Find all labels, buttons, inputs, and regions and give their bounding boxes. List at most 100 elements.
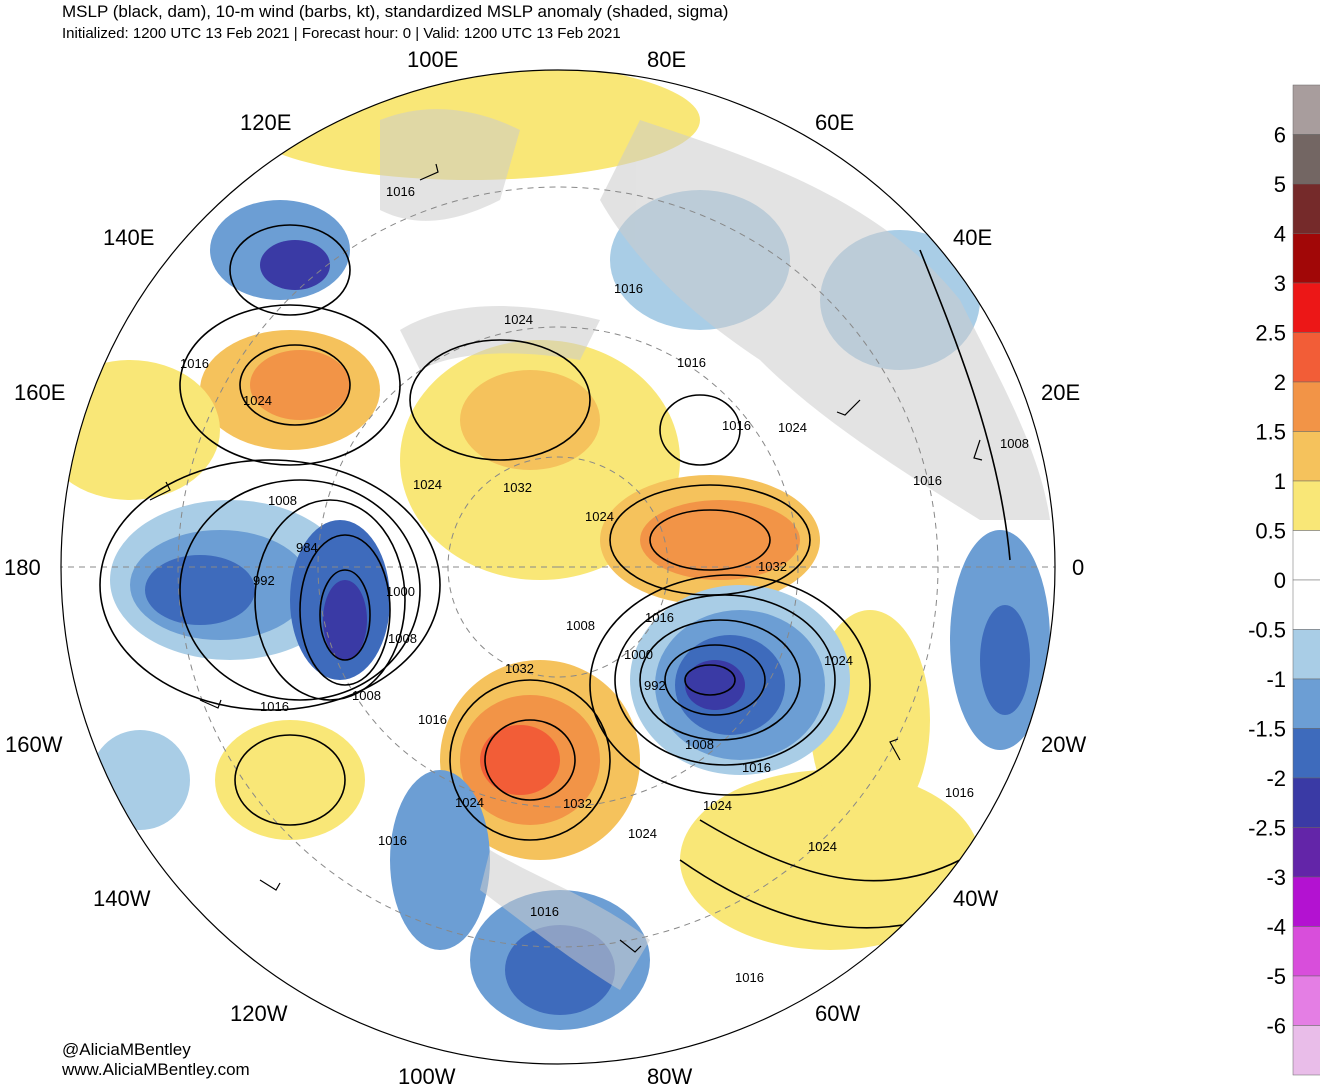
colorbar-swatch: [1292, 926, 1320, 977]
longitude-label: 60E: [815, 110, 854, 135]
negative-anomaly-band: [390, 770, 490, 950]
colorbar-tick-label: 6: [1274, 123, 1286, 148]
isobar-label: 1016: [742, 760, 771, 775]
colorbar-swatch: [1292, 1025, 1320, 1076]
colorbar-tick-label: -1: [1266, 667, 1286, 692]
isobar-contour: [659, 394, 741, 466]
positive-anomaly-band: [460, 370, 600, 470]
isobar-label: 1024: [585, 509, 614, 524]
wind-barb: [199, 699, 222, 709]
isobar-contour: [179, 479, 421, 701]
positive-anomaly-band: [61, 360, 220, 500]
land-polygon: [480, 850, 650, 990]
colorbar-swatch: [1292, 827, 1320, 878]
isobar-label: 1016: [386, 184, 415, 199]
colorbar-swatch: [1292, 282, 1320, 333]
isobar-label: 1008: [352, 688, 381, 703]
longitude-label: 160E: [14, 380, 65, 405]
isobar-label: 1024: [808, 839, 837, 854]
colorbar-swatch: [1292, 84, 1320, 135]
colorbar-tick-label: 4: [1274, 222, 1286, 247]
isobar-label: 1008: [685, 737, 714, 752]
colorbar-tick-label: 5: [1274, 172, 1286, 197]
longitude-label: 80W: [647, 1064, 692, 1086]
colorbar-swatch: [1292, 233, 1320, 284]
colorbar-swatch: [1292, 777, 1320, 828]
isobar-contour: [609, 484, 811, 596]
isobar-label: 1032: [563, 796, 592, 811]
isobar-label: 1000: [386, 584, 415, 599]
isobar-label: 1024: [413, 477, 442, 492]
isobar-contour: [229, 224, 351, 316]
longitude-label: 120W: [230, 1001, 288, 1026]
longitude-label: 0: [1072, 555, 1084, 580]
wind-barb: [259, 879, 281, 891]
colorbar-swatch: [1292, 678, 1320, 729]
colorbar-swatch: [1292, 629, 1320, 680]
wind-barb: [419, 163, 439, 181]
isobar-contour: [484, 719, 576, 801]
colorbar-tick-label: 0: [1274, 568, 1286, 593]
isobar-label: 1024: [243, 393, 272, 408]
isobar-contour: [449, 679, 611, 841]
wind-barb: [889, 738, 901, 761]
chart-title: MSLP (black, dam), 10-m wind (barbs, kt)…: [62, 2, 729, 21]
isobar-label: 1024: [628, 826, 657, 841]
colorbar-swatch: [1292, 134, 1320, 185]
colorbar-tick-label: -2: [1266, 766, 1286, 791]
isobar-contour: [319, 569, 371, 661]
colorbar-tick-label: -4: [1266, 915, 1286, 940]
colorbar-tick-label: -0.5: [1248, 618, 1286, 643]
isobar-label: 1008: [268, 493, 297, 508]
wind-barbs: [149, 163, 983, 953]
isobar-contour: [99, 459, 441, 711]
isobars: [99, 224, 1011, 929]
isobar-label: 1032: [505, 661, 534, 676]
wind-barb: [149, 481, 171, 501]
positive-anomaly-band: [640, 500, 800, 580]
colorbar-swatch: [1292, 431, 1320, 482]
colorbar-tick-label: 0.5: [1255, 519, 1286, 544]
isobar-label: 992: [644, 678, 666, 693]
colorbar-swatch: [1292, 530, 1320, 581]
isobar-label: 1016: [735, 970, 764, 985]
colorbar-swatch: [1292, 728, 1320, 779]
colorbar-ticks: 6 5 4 3 2.5 2 1.5 1 0.5 0 -0.5 -1 -1.5 -2 -2.5 -3 -4 -5 -6: [1248, 123, 1286, 1039]
colorbar-tick-label: -6: [1266, 1014, 1286, 1039]
isobar-contour: [239, 344, 351, 426]
isobar-contour: [409, 339, 591, 461]
colorbar-swatch: [1292, 480, 1320, 531]
isobar-label: 1024: [778, 420, 807, 435]
negative-anomaly-band: [90, 730, 190, 830]
author-handle: @AliciaMBentley: [62, 1040, 191, 1059]
isobar-label: 1016: [260, 699, 289, 714]
isobar-contour: [919, 249, 1011, 561]
wind-barb: [973, 439, 983, 461]
colorbar-tick-label: 2: [1274, 370, 1286, 395]
isobar-label: 1008: [388, 631, 417, 646]
wind-barb: [836, 399, 861, 416]
isobar-label: 1008: [566, 618, 595, 633]
isobar-label: 1024: [504, 312, 533, 327]
longitude-label: 120E: [240, 110, 291, 135]
isobar-labels: 1016 1024 1016 1024 1016 1016 1016 1024 …: [180, 184, 1029, 985]
longitude-label: 180: [4, 555, 41, 580]
isobar-label: 1016: [378, 833, 407, 848]
isobar-label: 1024: [824, 653, 853, 668]
longitude-label: 140W: [93, 886, 151, 911]
colorbar-swatch: [1292, 579, 1320, 630]
longitude-label: 20W: [1041, 732, 1086, 757]
isobar-contour: [234, 734, 346, 826]
colorbar-swatch: [1292, 975, 1320, 1026]
colorbar-swatch: [1292, 381, 1320, 432]
colorbar-swatch: [1292, 332, 1320, 383]
isobar-label: 1016: [614, 281, 643, 296]
isobar-label: 984: [296, 540, 318, 555]
positive-anomaly-band: [680, 770, 980, 950]
isobar-label: 1032: [503, 480, 532, 495]
map-disc: [61, 70, 1055, 1064]
longitude-labels: 100E 80E 120E 60E 140E 40E 160E 20E 180 …: [4, 47, 1086, 1086]
isobar-label: 1016: [677, 355, 706, 370]
isobar-contour: [664, 644, 766, 716]
negative-anomaly-band: [980, 605, 1030, 715]
